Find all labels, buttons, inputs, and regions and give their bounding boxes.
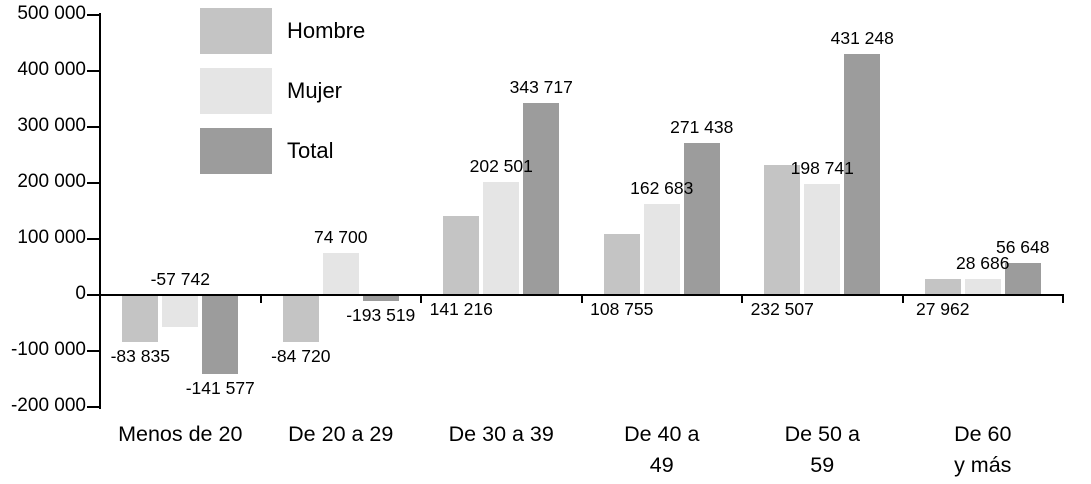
x-axis-tick [259, 294, 262, 303]
y-axis-tick-label: 300 000 [17, 115, 86, 136]
x-axis-category-label-line: 59 [810, 453, 835, 477]
bar-mujer-4 [804, 183, 841, 295]
x-axis-category-label: De 40 a 49 [624, 419, 699, 481]
x-axis-tick [1062, 294, 1064, 303]
y-axis-tick [87, 14, 100, 16]
bar-hombre-0 [122, 295, 159, 342]
y-axis-tick-label: 200 000 [17, 171, 86, 192]
bar-value-label: -193 519 [346, 304, 416, 325]
legend-label-hombre: Hombre [287, 18, 366, 43]
bar-value-label: -83 835 [110, 345, 170, 366]
y-axis-tick [87, 350, 100, 352]
bar-hombre-4 [764, 164, 801, 295]
bar-total-0 [202, 295, 239, 375]
x-axis-tick [580, 294, 583, 303]
y-axis-tick [87, 70, 100, 72]
x-axis-category-label: Menos de 20 [118, 419, 242, 450]
y-axis-tick [87, 406, 100, 408]
x-axis-category-label-line: y más [954, 453, 1012, 477]
bar-value-label: -84 720 [271, 346, 331, 367]
bar-hombre-5 [924, 279, 961, 295]
x-axis-category-label-line: De 20 a 29 [288, 422, 394, 446]
bar-mujer-5 [964, 278, 1001, 295]
x-axis-category-label-line: De 50 a [784, 422, 860, 446]
legend-swatch-hombre [200, 8, 272, 54]
bar-value-label: 271 438 [670, 116, 734, 137]
bar-value-label: 27 962 [915, 299, 970, 319]
bar-hombre-2 [443, 215, 480, 295]
bar-value-label: 141 216 [429, 299, 493, 319]
x-axis-tick [420, 294, 422, 303]
x-axis-category-label-line: De 30 a 39 [448, 422, 554, 446]
bar-total-4 [844, 53, 881, 295]
bar-value-label: 74 700 [313, 227, 368, 248]
y-axis-tick-label: 0 [75, 283, 86, 304]
bar-value-label: -57 742 [150, 269, 210, 289]
bar-value-label: 162 683 [630, 177, 694, 198]
bar-value-label: 202 501 [469, 155, 533, 176]
x-axis-category-label: De 20 a 29 [288, 419, 393, 450]
bar-total-5 [1004, 263, 1041, 295]
y-axis-tick [87, 126, 100, 128]
y-axis-tick [87, 294, 100, 296]
x-axis-category-label-line: De 60 [954, 422, 1012, 446]
bar-value-label: 56 648 [995, 237, 1050, 258]
x-axis-category-label: De 60 y más [954, 419, 1011, 481]
bar-value-label: 431 248 [830, 27, 894, 48]
bar-hombre-1 [282, 295, 319, 343]
bar-value-label: 108 755 [590, 299, 654, 319]
bar-mujer-0 [162, 295, 199, 328]
bar-value-label: -141 577 [185, 378, 255, 399]
x-axis-category-label-line: 49 [649, 453, 674, 477]
bar-value-label: 343 717 [509, 76, 573, 97]
legend-label-total: Total [287, 138, 334, 163]
x-axis-tick [99, 294, 101, 303]
bar-value-label: 232 507 [750, 299, 814, 319]
y-axis-tick-label: -200 000 [10, 395, 86, 416]
x-axis-category-label: De 50 a 59 [785, 419, 860, 481]
bar-total-2 [523, 102, 560, 295]
x-axis-category-label: De 30 a 39 [449, 419, 554, 450]
bar-mujer-2 [483, 181, 520, 295]
bar-hombre-3 [603, 234, 640, 295]
y-axis-tick [87, 182, 100, 184]
bar-value-label: 198 741 [790, 157, 854, 178]
bar-total-1 [362, 295, 399, 301]
bar-mujer-1 [322, 253, 359, 295]
bar-value-label: 28 686 [955, 252, 1010, 273]
y-axis-tick [87, 238, 100, 240]
x-axis-category-label-line: Menos de 20 [118, 422, 243, 446]
legend-label-mujer: Mujer [287, 78, 343, 103]
x-axis-tick [901, 294, 904, 303]
y-axis-tick-label: 100 000 [17, 227, 86, 248]
bar-total-3 [683, 142, 720, 295]
y-axis-tick-label: -100 000 [10, 339, 86, 360]
bar-mujer-3 [643, 203, 680, 295]
y-axis-tick-label: 400 000 [17, 59, 86, 80]
y-axis-line [99, 13, 101, 409]
x-axis-category-label-line: De 40 a [624, 422, 700, 446]
x-axis-tick [741, 294, 743, 303]
y-axis-tick-label: 500 000 [17, 3, 86, 24]
legend-swatch-mujer [200, 68, 272, 114]
legend-swatch-total [200, 128, 272, 174]
